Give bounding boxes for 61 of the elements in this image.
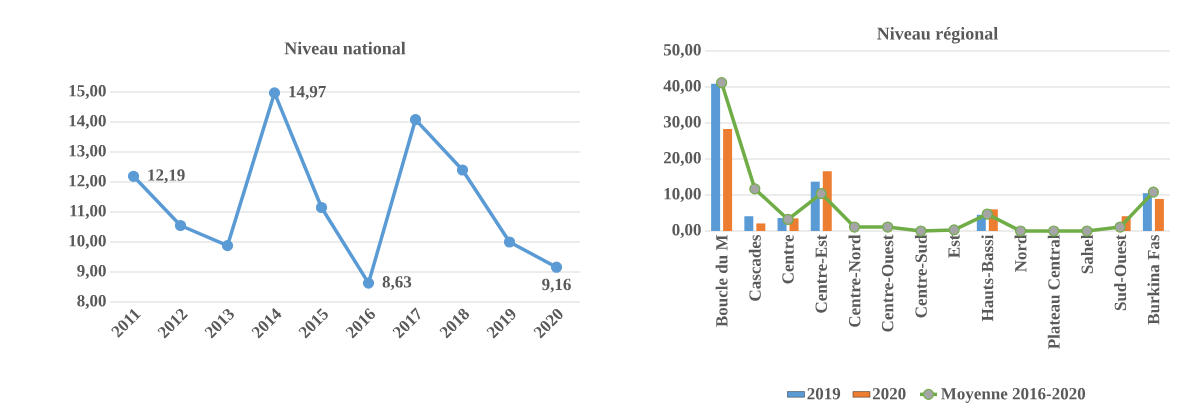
y-tick-label: 15,00 xyxy=(69,85,106,99)
x-tick-label: Burkina Fas xyxy=(1147,234,1160,325)
x-tick-label: Plateau Central xyxy=(1047,234,1060,349)
x-tick-label: Centre-Ouest xyxy=(881,234,894,332)
point xyxy=(981,208,993,220)
chart-title: Niveau national xyxy=(284,41,406,55)
data-label: 8,63 xyxy=(382,276,412,291)
point xyxy=(848,221,861,233)
data-label: 12,19 xyxy=(148,169,185,184)
x-tick-label: Centre-Est xyxy=(815,234,827,313)
x-tick-label: Boucle du M xyxy=(715,235,728,327)
x-tick-label: Centre xyxy=(782,234,794,284)
point xyxy=(503,236,516,248)
y-tick-label: 8,00 xyxy=(77,295,106,309)
x-tick-label: Hauts-Bassi xyxy=(981,234,994,322)
point xyxy=(127,170,140,182)
data-label: 9,16 xyxy=(542,278,571,293)
y-tick-label: 30,00 xyxy=(663,116,701,130)
point xyxy=(221,239,234,252)
y-tick-label: 40,00 xyxy=(663,80,701,94)
data-label: 14,97 xyxy=(289,85,326,100)
x-tick-label: Centre-Nord xyxy=(848,234,861,327)
point xyxy=(315,201,328,214)
x-tick-label: Nord xyxy=(1014,234,1027,272)
y-tick-label: 10,00 xyxy=(69,235,106,249)
y-tick-label: 20,00 xyxy=(663,152,701,166)
point xyxy=(782,213,794,226)
legend-label: Moyenne 2016-2020 xyxy=(941,387,1086,403)
x-tick-label: Sahel xyxy=(1080,234,1093,274)
chart-title: Niveau régional xyxy=(877,26,998,44)
bar xyxy=(744,216,754,231)
bar xyxy=(711,83,721,231)
point xyxy=(1114,221,1126,233)
bar xyxy=(756,223,766,231)
x-tick-label: Cascades xyxy=(748,234,761,301)
point xyxy=(409,114,422,126)
point xyxy=(749,183,761,195)
bar xyxy=(723,129,733,231)
point xyxy=(550,261,563,273)
point xyxy=(362,277,375,289)
y-tick-label: 11,00 xyxy=(70,205,106,219)
y-tick-label: 13,00 xyxy=(69,145,106,159)
y-tick-label: 9,00 xyxy=(77,265,106,279)
point xyxy=(815,187,827,200)
point xyxy=(1147,186,1159,198)
y-tick-label: 10,00 xyxy=(664,188,701,202)
point xyxy=(716,77,728,89)
legend-label: 2019 xyxy=(807,387,841,400)
y-tick-label: 14,00 xyxy=(69,115,106,129)
x-tick-label: Centre-Sud xyxy=(914,234,927,318)
y-tick-label: 0,00 xyxy=(672,224,701,238)
y-tick-label: 50,00 xyxy=(663,44,701,58)
legend-label: 2020 xyxy=(872,387,906,400)
point xyxy=(268,87,281,99)
x-tick-label: Sud-Ouest xyxy=(1114,234,1127,311)
bar xyxy=(1154,198,1164,231)
point xyxy=(174,219,187,232)
point xyxy=(456,164,469,176)
point xyxy=(882,221,894,233)
y-tick-label: 12,00 xyxy=(69,175,106,189)
x-tick-label: Est xyxy=(948,234,960,258)
